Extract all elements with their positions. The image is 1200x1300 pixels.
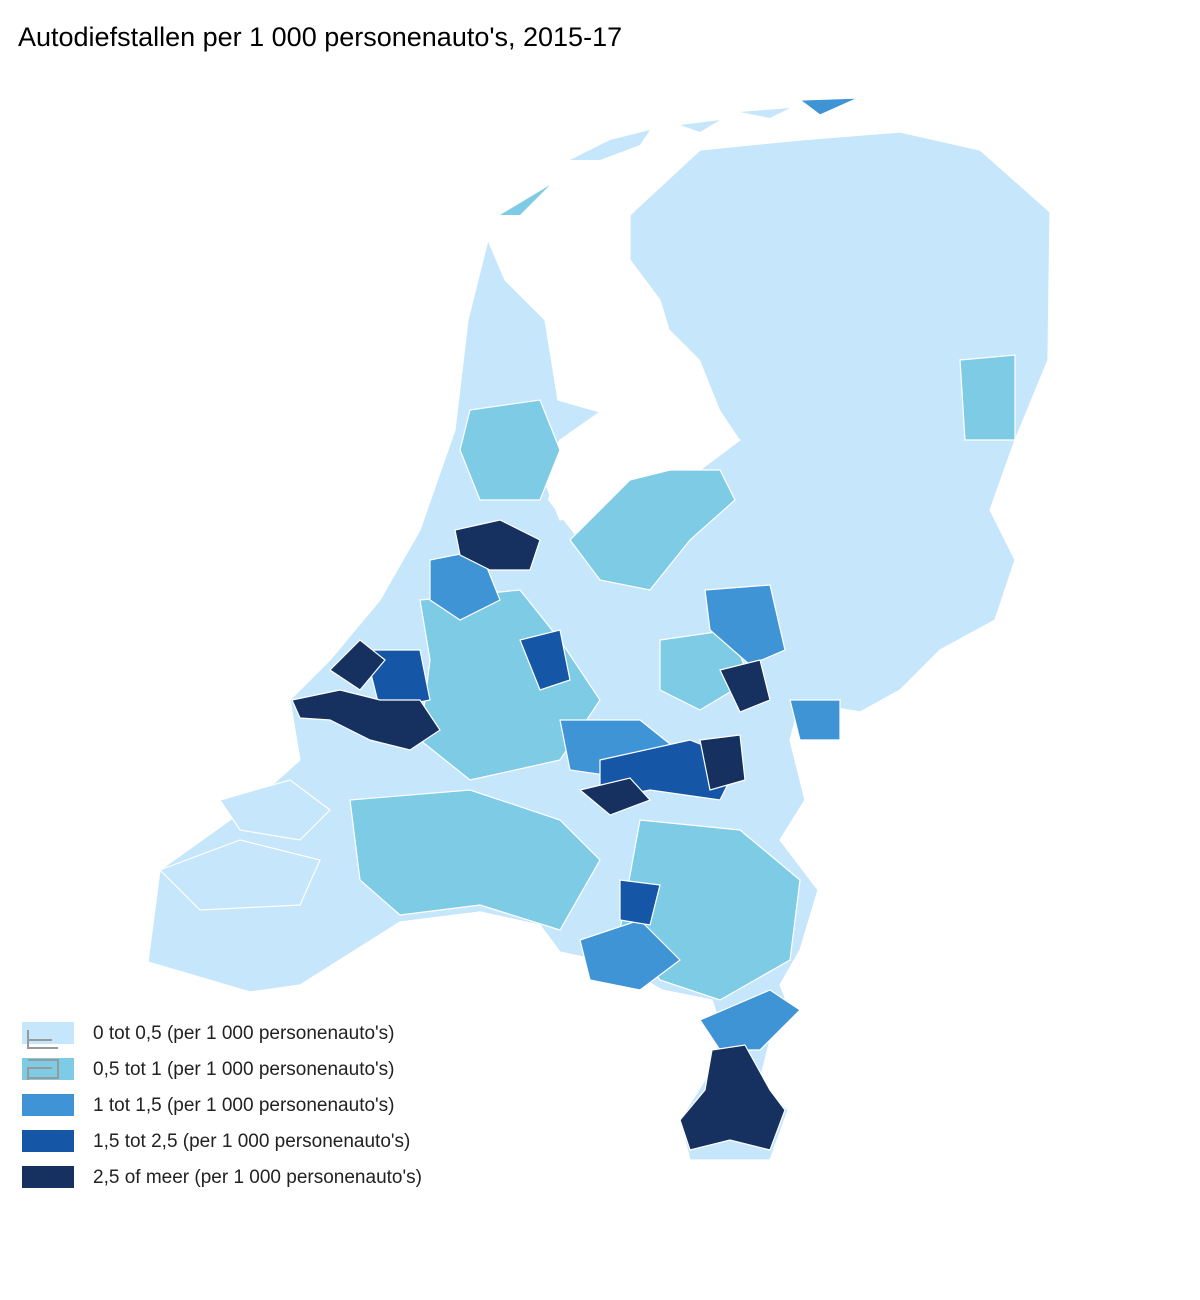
region [704,584,786,666]
legend-label: 2,5 of meer (per 1 000 personenauto's) [93,1167,422,1188]
island [500,185,550,215]
legend-swatch [22,1094,74,1116]
region [349,789,601,931]
region [291,689,441,751]
region [569,469,736,591]
lake [548,330,740,535]
region [699,734,746,791]
region [329,639,386,691]
legend-swatch [22,1166,74,1188]
map [147,97,1051,1161]
region [959,354,1016,441]
legend-label: 1 tot 1,5 (per 1 000 personenauto's) [93,1095,395,1116]
region [579,919,681,991]
region [679,1044,786,1151]
region [789,699,841,741]
region [699,989,801,1051]
island [680,120,720,132]
region [219,779,331,841]
legend-swatch [22,1130,74,1152]
region [619,879,661,926]
legend-label: 0,5 tot 1 (per 1 000 personenauto's) [93,1059,395,1080]
island [740,108,790,118]
legend-label: 1,5 tot 2,5 (per 1 000 personenauto's) [93,1131,410,1152]
region [147,131,1051,1161]
island [570,130,650,160]
region [519,629,571,691]
region [454,519,541,571]
region [578,777,652,816]
legend-label: 0 tot 0,5 (per 1 000 personenauto's) [93,1023,395,1044]
legend: 0 tot 0,5 (per 1 000 personenauto's) 0,5 … [22,1022,422,1188]
legend-swatch [22,1022,74,1044]
region [798,97,859,116]
region [719,659,771,713]
region [459,399,561,501]
map-title: Autodiefstallen per 1 000 personenauto's… [18,22,622,52]
cbs-logo [27,1030,59,1080]
region [158,839,321,911]
